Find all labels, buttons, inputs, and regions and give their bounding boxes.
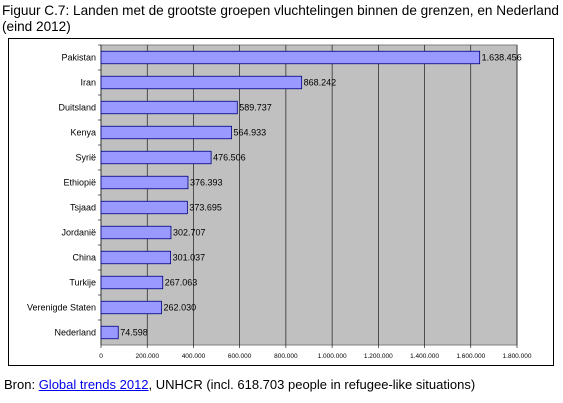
value-label: 868.242 bbox=[304, 78, 337, 88]
value-label: 262.030 bbox=[164, 303, 197, 313]
x-tick-label: 1.000.000 bbox=[318, 353, 347, 360]
category-label: Tsjaad bbox=[70, 203, 96, 213]
bars bbox=[100, 50, 481, 340]
bar bbox=[100, 200, 188, 215]
x-tick-label: 200.000 bbox=[135, 353, 159, 360]
value-label: 589.737 bbox=[239, 103, 272, 113]
x-tick-labels: 0 200.000 400.000 600.000 800.000 1.000.000 1.… bbox=[99, 353, 532, 360]
bar bbox=[100, 150, 212, 165]
value-label: 301.037 bbox=[173, 253, 206, 263]
category-label: Ethiopië bbox=[63, 178, 96, 188]
bar bbox=[100, 225, 172, 240]
bar bbox=[100, 175, 189, 190]
category-label: Turkije bbox=[69, 278, 96, 288]
bar bbox=[100, 275, 164, 290]
x-tick-label: 600.000 bbox=[228, 353, 252, 360]
bar-chart: Pakistan Iran Duitsland Kenya Syrië Ethiopië T… bbox=[27, 44, 532, 360]
bar bbox=[100, 325, 119, 340]
chart-frame: Pakistan Iran Duitsland Kenya Syrië Ethiopië T… bbox=[8, 38, 554, 366]
bar bbox=[100, 300, 162, 315]
grid-lines bbox=[98, 44, 518, 348]
source-prefix: Bron: bbox=[4, 377, 39, 392]
category-label: China bbox=[72, 253, 96, 263]
source-line: Bron: Global trends 2012, UNHCR (incl. 6… bbox=[4, 377, 475, 393]
value-label: 376.393 bbox=[190, 178, 223, 188]
bar bbox=[100, 125, 232, 140]
x-tick-label: 800.000 bbox=[274, 353, 298, 360]
value-label: 564.933 bbox=[234, 128, 267, 138]
category-labels: Pakistan Iran Duitsland Kenya Syrië Ethiopië T… bbox=[27, 53, 96, 338]
bar bbox=[100, 50, 481, 65]
plot-area bbox=[100, 44, 518, 346]
figure-title: Figuur C.7: Landen met de grootste groep… bbox=[2, 3, 559, 34]
category-label: Kenya bbox=[70, 128, 96, 138]
value-label: 302.707 bbox=[173, 228, 206, 238]
category-label: Nederland bbox=[54, 328, 96, 338]
x-tick-label: 400.000 bbox=[182, 353, 206, 360]
x-tick-label: 1.800.000 bbox=[503, 353, 532, 360]
bar bbox=[100, 250, 171, 265]
bar bbox=[100, 75, 303, 90]
source-link[interactable]: Global trends 2012 bbox=[38, 377, 149, 392]
value-label: 476.506 bbox=[213, 153, 246, 163]
category-label: Iran bbox=[80, 78, 96, 88]
value-label: 1.638.456 bbox=[482, 53, 522, 63]
value-label: 267.063 bbox=[165, 278, 198, 288]
value-labels: 1.638.456 868.242 589.737 564.933 476.506 376… bbox=[120, 53, 521, 338]
x-tick-label: 1.400.000 bbox=[410, 353, 439, 360]
category-label: Syrië bbox=[75, 153, 96, 163]
category-label: Duitsland bbox=[58, 103, 96, 113]
value-label: 373.695 bbox=[189, 203, 222, 213]
value-label: 74.598 bbox=[120, 328, 148, 338]
x-tick-label: 1.600.000 bbox=[456, 353, 485, 360]
source-suffix: , UNHCR (incl. 618.703 people in refugee… bbox=[148, 377, 476, 392]
x-tick-label: 1.200.000 bbox=[364, 353, 393, 360]
category-label: Pakistan bbox=[61, 53, 96, 63]
bar bbox=[100, 100, 238, 115]
category-label: Verenigde Staten bbox=[27, 303, 96, 313]
x-tick-label: 0 bbox=[99, 353, 103, 360]
category-label: Jordanië bbox=[61, 228, 96, 238]
